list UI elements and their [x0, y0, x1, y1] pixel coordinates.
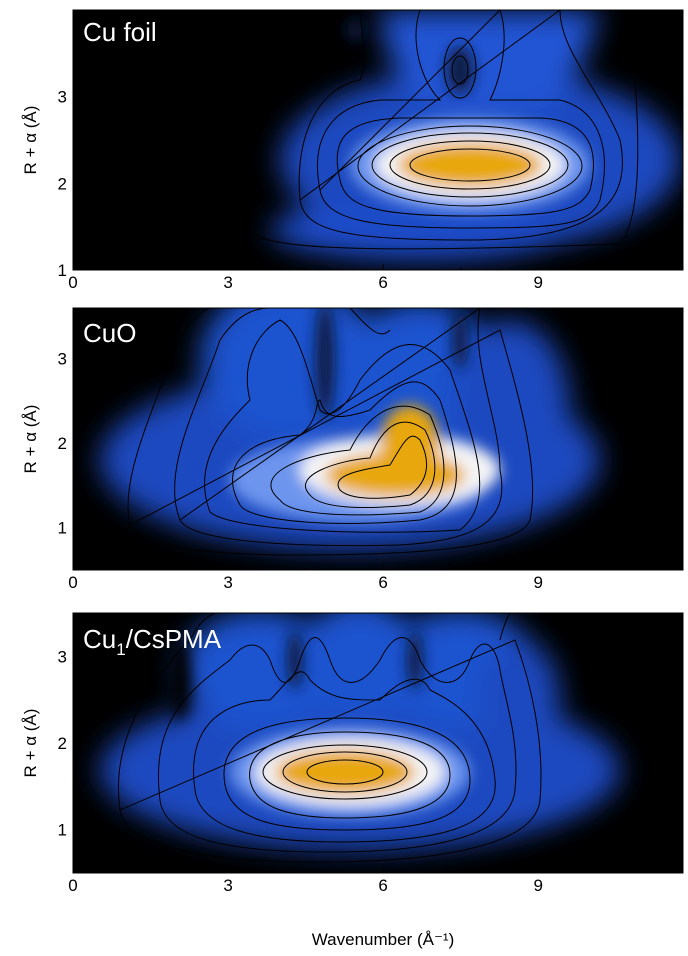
y-tick-label: 1 — [58, 519, 67, 538]
x-tick-label: 9 — [534, 273, 543, 292]
y-tick-label: 2 — [58, 734, 67, 753]
y-tick-label: 1 — [58, 821, 67, 840]
y-tick-label: 2 — [58, 174, 67, 193]
panel-title-subscript: 1 — [116, 640, 125, 659]
x-tick-label: 9 — [534, 573, 543, 592]
x-tick-label: 6 — [378, 876, 387, 895]
x-tick-label: 3 — [223, 876, 232, 895]
x-tick-label: 0 — [68, 876, 77, 895]
x-tick-label: 9 — [534, 876, 543, 895]
y-axis-title: R + α (Å) — [21, 405, 40, 474]
panel-title: CuO — [83, 318, 136, 348]
panel-title: Cu1/CsPMA — [83, 624, 222, 659]
y-tick-label: 1 — [58, 261, 67, 280]
y-tick-label: 2 — [58, 434, 67, 453]
x-tick-label: 0 — [68, 273, 77, 292]
x-tick-label: 3 — [223, 573, 232, 592]
heatmap-cu1-cspma — [73, 613, 683, 873]
panel-title: Cu foil — [83, 17, 157, 47]
x-tick-label: 6 — [378, 273, 387, 292]
x-tick-label: 0 — [68, 573, 77, 592]
heatmap-cuo — [73, 308, 683, 570]
panel-title-suffix: /CsPMA — [126, 624, 222, 654]
y-tick-label: 3 — [58, 647, 67, 666]
heatmap-cu-foil — [73, 10, 683, 270]
x-tick-label: 3 — [223, 273, 232, 292]
x-axis-title: Wavenumber (Å⁻¹) — [312, 930, 454, 949]
y-axis-title: R + α (Å) — [21, 106, 40, 175]
y-tick-label: 3 — [58, 88, 67, 107]
x-tick-label: 6 — [378, 573, 387, 592]
y-axis-title: R + α (Å) — [21, 709, 40, 778]
panel-title-prefix: Cu — [83, 624, 116, 654]
y-tick-label: 3 — [58, 350, 67, 369]
